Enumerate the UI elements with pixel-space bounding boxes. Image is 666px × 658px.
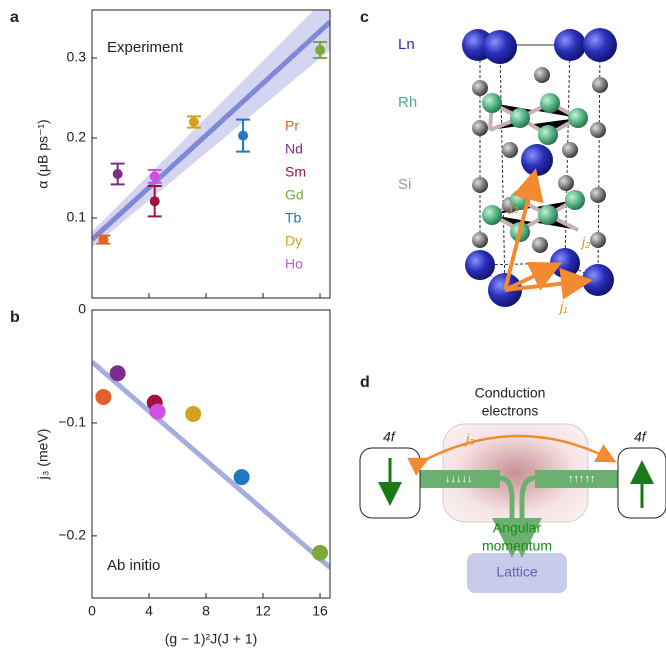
legend-entry: Ho [285,256,303,272]
y-tick-label: 0.1 [67,209,87,225]
legend-entry: Tb [285,210,302,226]
panel-label: b [10,309,20,326]
x-tick-label: 16 [312,603,328,619]
x-tick-label: 8 [202,603,210,619]
legend-entry: Gd [285,187,304,203]
lattice-label: Lattice [496,564,537,580]
fit-line [92,362,330,568]
legend-entry: Sm [285,164,306,180]
y-axis-label: j₃ (meV) [35,429,51,481]
species-label: Ln [398,36,415,53]
annotation: Experiment [107,39,184,56]
point [312,545,328,561]
legend-entry: Dy [285,233,302,249]
x-tick-label: 0 [88,603,96,619]
coupling-label: j₃ [508,199,519,215]
species-label: Si [398,176,411,193]
point [150,404,166,420]
point [315,45,325,55]
x-tick-label: 12 [255,603,271,619]
plot-frame [92,310,330,598]
y-tick-label: 0 [78,301,86,317]
conduction-label: electrons [482,403,539,419]
y-tick-label: −0.2 [58,527,86,543]
point [150,196,160,206]
figure: c Ln Rh Si j₁ j₂ j₃ d Conduction electro… [0,0,666,653]
coupling-label: j₁ [558,299,568,315]
panel-label: d [360,374,370,391]
y-tick-label: 0.2 [67,129,87,145]
panel-label: a [10,9,19,26]
point [95,389,111,405]
point [98,235,108,245]
page: {"chart_data":[ {"type":"scatter","panel… [0,0,666,658]
angular-label: Angular [493,520,542,536]
spin-label: 4f [383,429,397,445]
coupling-label: j₂ [580,234,591,250]
conduction-label: Conduction [475,385,546,401]
legend-entry: Nd [285,141,303,157]
coupling-label: j₃ [464,431,475,447]
legend-entry: Pr [285,118,299,134]
point [110,365,126,381]
annotation: Ab initio [107,557,160,574]
angular-label: momentum [482,538,552,554]
x-axis-label: (g − 1)²J(J + 1) [165,631,258,647]
point [113,169,123,179]
y-tick-label: 0.3 [67,49,87,65]
panel-label: c [360,9,369,26]
point [185,406,201,422]
y-axis-label: α (μB ps⁻¹) [35,119,51,188]
point [150,171,160,181]
point [234,469,250,485]
plot-area [92,362,330,568]
spin-arrows: ↓↓↓↓↓ [445,473,473,485]
panel-c: c Ln Rh Si j₁ j₂ j₃ [360,9,617,314]
spin-label: 4f [634,429,648,445]
y-tick-label: −0.1 [58,414,86,430]
point [238,131,248,141]
panel-d: d Conduction electrons Lattice ↓↓↓↓↓ ↑↑↑… [360,374,666,593]
spin-arrows: ↑↑↑↑↑ [568,473,596,485]
atoms [462,28,617,307]
point [189,117,199,127]
x-tick-label: 4 [145,603,153,619]
species-label: Rh [398,94,417,111]
